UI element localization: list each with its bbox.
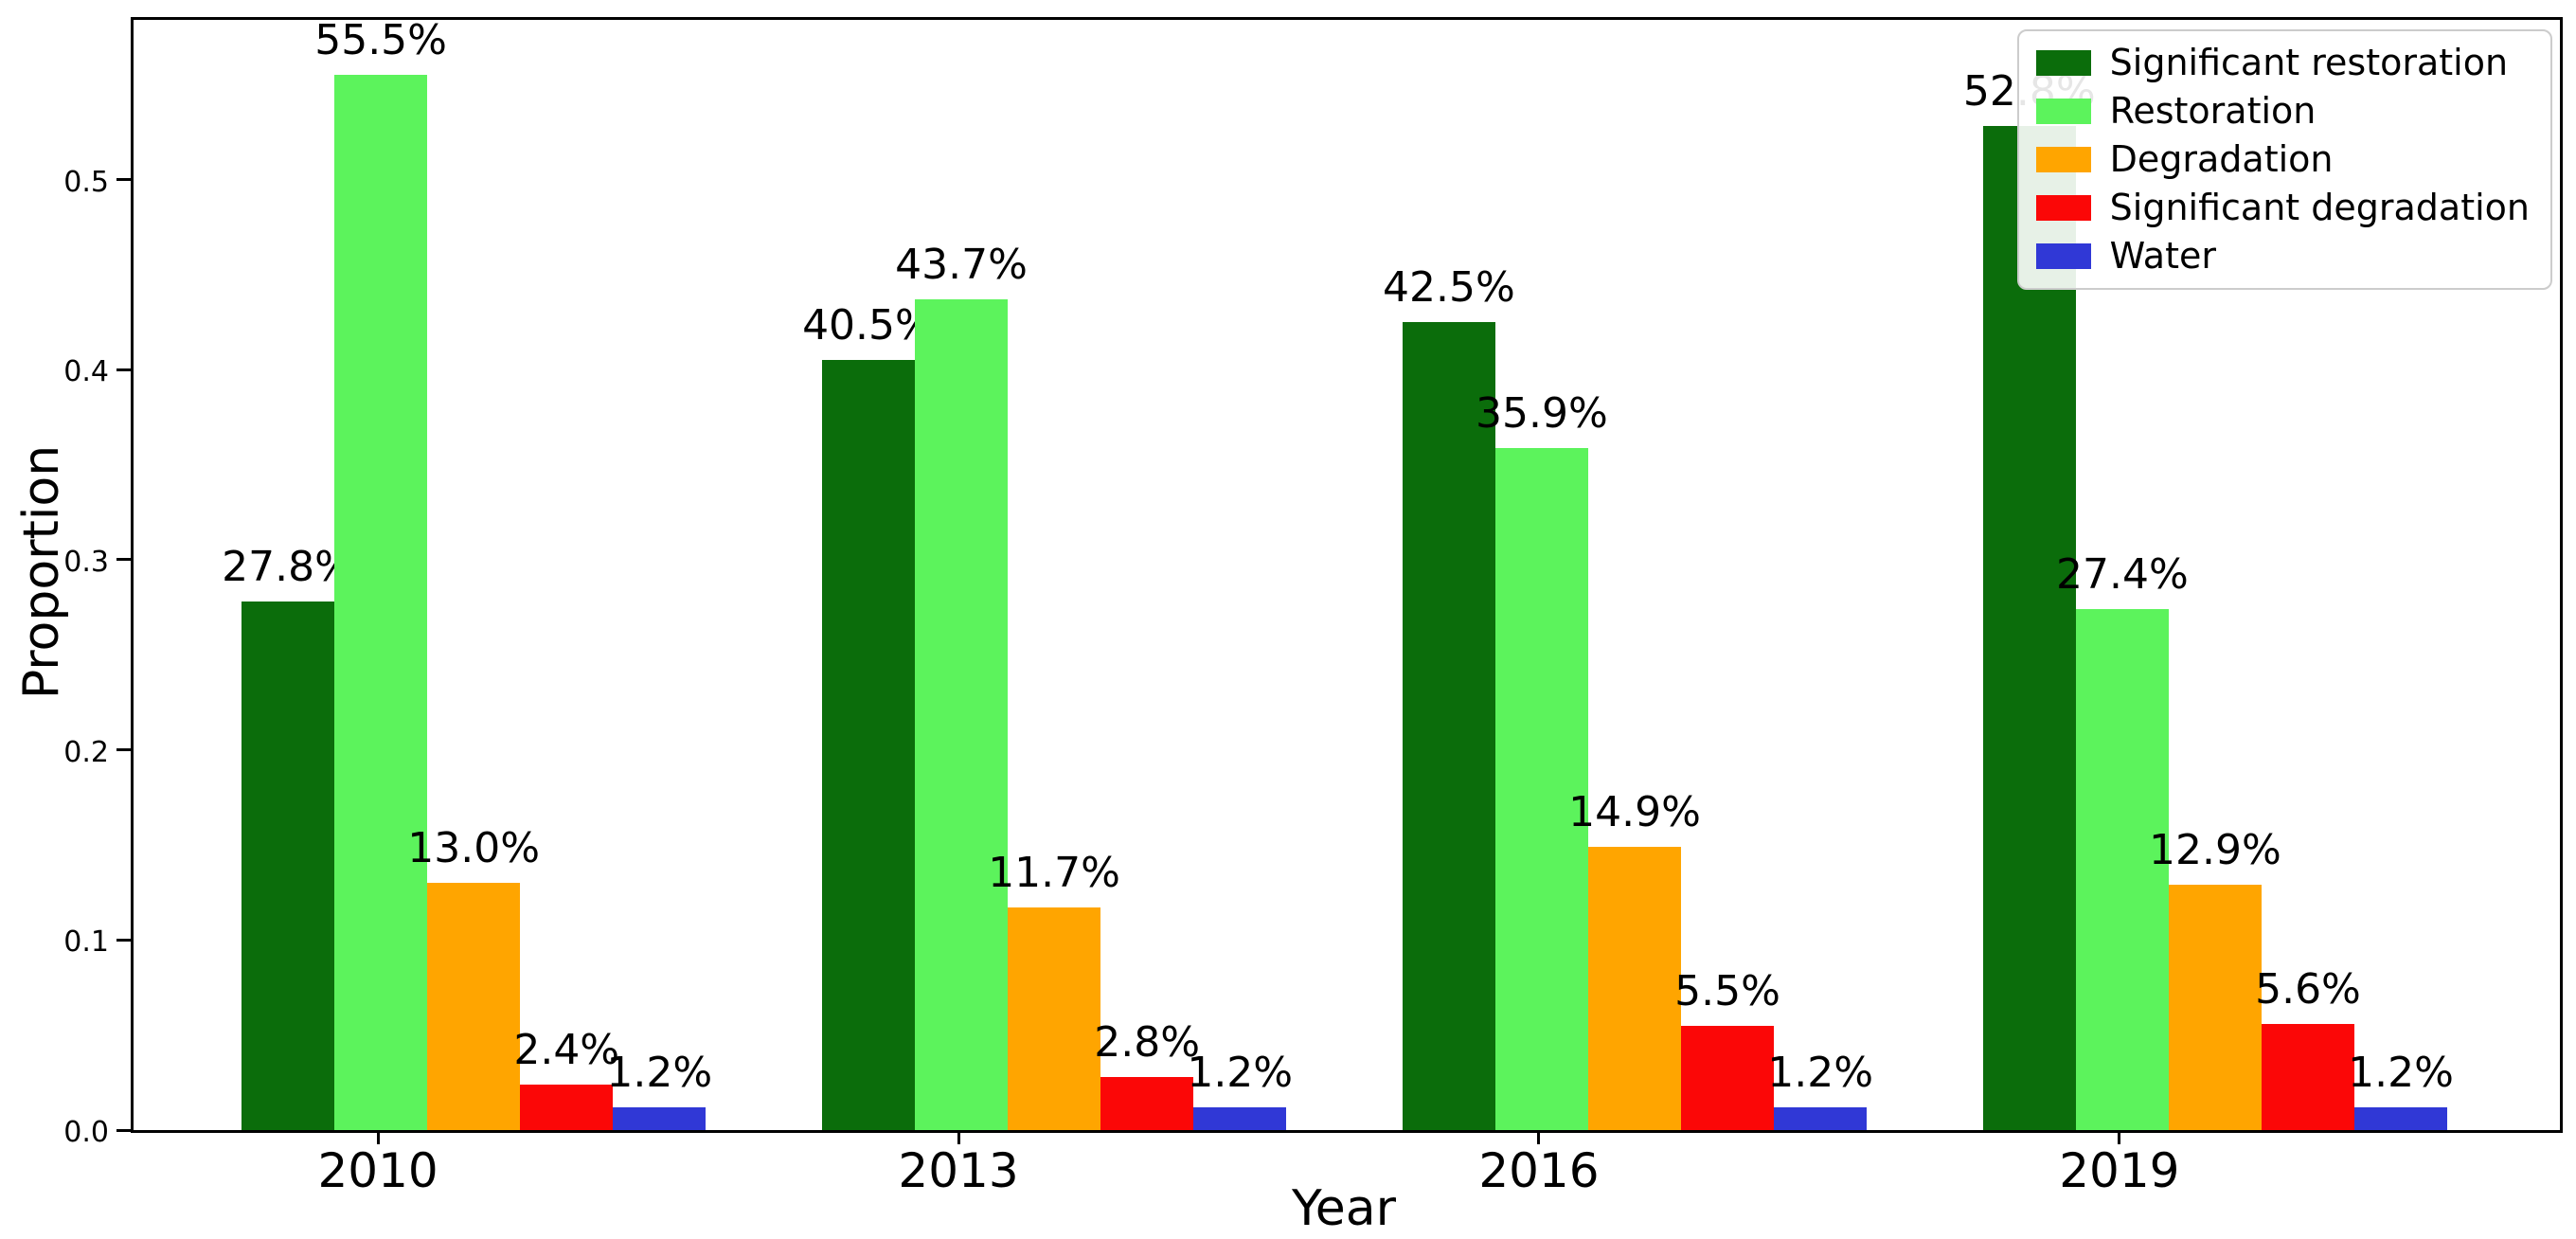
- bar-significant-degradation-2016: [1681, 1025, 1775, 1130]
- value-label-degradation-2010: 13.0%: [407, 824, 541, 873]
- x-tick-label-2013: 2013: [898, 1143, 1019, 1198]
- bar-degradation-2010: [427, 883, 521, 1130]
- value-label-restoration-2016: 35.9%: [1476, 388, 1608, 438]
- y-tick-mark-0.5: [116, 178, 131, 182]
- legend-item-significant-degradation: Significant degradation: [2035, 186, 2530, 228]
- bar-significant-restoration-2019: [1982, 126, 2076, 1130]
- y-tick-mark-0.0: [116, 1128, 131, 1132]
- x-tick-mark-2013: [957, 1130, 960, 1144]
- x-tick-mark-2016: [1537, 1130, 1541, 1144]
- legend: Significant restoration Restoration Degrad…: [2016, 29, 2552, 291]
- value-label-significant-restoration-2013: 40.5%: [802, 301, 935, 350]
- y-tick-label-0.3: 0.3: [63, 545, 109, 579]
- legend-swatch-degradation: [2035, 147, 2091, 173]
- value-label-degradation-2019: 12.9%: [2149, 826, 2281, 875]
- legend-swatch-significant-restoration: [2035, 50, 2091, 77]
- y-tick-mark-0.4: [116, 368, 131, 371]
- y-tick-mark-0.1: [116, 938, 131, 942]
- value-label-significant-degradation-2019: 5.6%: [2255, 964, 2361, 1014]
- x-tick-mark-2010: [376, 1130, 380, 1144]
- legend-label-degradation: Degradation: [2109, 137, 2334, 180]
- legend-swatch-water: [2035, 243, 2091, 269]
- legend-label-water: Water: [2109, 234, 2216, 277]
- bar-significant-degradation-2013: [1100, 1076, 1194, 1130]
- bar-restoration-2016: [1494, 447, 1588, 1130]
- legend-item-significant-restoration: Significant restoration: [2035, 42, 2530, 83]
- bar-restoration-2019: [2075, 609, 2169, 1130]
- value-label-water-2013: 1.2%: [1187, 1048, 1294, 1097]
- bar-restoration-2013: [914, 299, 1009, 1130]
- legend-swatch-significant-degradation: [2035, 195, 2091, 222]
- y-axis-label: Proportion: [13, 444, 70, 700]
- legend-item-water: Water: [2035, 234, 2530, 277]
- value-label-water-2016: 1.2%: [1767, 1048, 1874, 1097]
- value-label-water-2010: 1.2%: [606, 1048, 713, 1097]
- y-tick-label-0.4: 0.4: [63, 355, 109, 389]
- x-tick-label-2010: 2010: [317, 1143, 438, 1198]
- bar-significant-degradation-2019: [2261, 1023, 2355, 1130]
- value-label-water-2019: 1.2%: [2348, 1048, 2454, 1097]
- x-axis-label: Year: [1291, 1180, 1397, 1237]
- y-tick-mark-0.3: [116, 558, 131, 562]
- value-label-degradation-2013: 11.7%: [988, 849, 1120, 898]
- value-label-significant-degradation-2013: 2.8%: [1094, 1017, 1201, 1067]
- bar-degradation-2019: [2168, 885, 2262, 1130]
- x-tick-label-2019: 2019: [2059, 1143, 2180, 1198]
- bar-water-2013: [1193, 1106, 1287, 1130]
- y-tick-label-0.2: 0.2: [63, 735, 109, 769]
- legend-item-restoration: Restoration: [2035, 89, 2530, 132]
- bar-water-2019: [2354, 1106, 2448, 1130]
- value-label-restoration-2013: 43.7%: [895, 241, 1028, 290]
- bar-water-2010: [613, 1106, 707, 1130]
- value-label-significant-restoration-2016: 42.5%: [1382, 263, 1515, 313]
- bar-significant-degradation-2010: [520, 1084, 614, 1130]
- bar-restoration-2010: [334, 75, 428, 1130]
- value-label-significant-degradation-2010: 2.4%: [513, 1025, 620, 1074]
- value-label-degradation-2016: 14.9%: [1568, 787, 1701, 836]
- legend-label-restoration: Restoration: [2109, 89, 2317, 132]
- y-tick-label-0.1: 0.1: [63, 925, 109, 960]
- y-tick-mark-0.2: [116, 748, 131, 752]
- bar-significant-restoration-2016: [1402, 322, 1495, 1130]
- bar-degradation-2013: [1008, 907, 1101, 1130]
- bar-significant-restoration-2013: [821, 360, 915, 1130]
- legend-label-significant-restoration: Significant restoration: [2109, 42, 2509, 83]
- plot-area: 27.8% 55.5% 13.0% 2.4% 1.2% 40.5% 43.7% 11.7% 2.…: [131, 17, 2563, 1133]
- legend-label-significant-degradation: Significant degradation: [2109, 186, 2530, 228]
- x-tick-mark-2019: [2118, 1130, 2121, 1144]
- y-tick-label-0.0: 0.0: [63, 1116, 109, 1149]
- bar-degradation-2016: [1587, 846, 1682, 1130]
- x-tick-label-2016: 2016: [1478, 1143, 1600, 1198]
- y-tick-label-0.5: 0.5: [63, 165, 109, 199]
- value-label-restoration-2019: 27.4%: [2055, 550, 2189, 600]
- bar-significant-restoration-2010: [242, 602, 335, 1130]
- value-label-restoration-2010: 55.5%: [314, 16, 447, 65]
- value-label-significant-degradation-2016: 5.5%: [1674, 966, 1780, 1015]
- value-label-significant-restoration-2010: 27.8%: [222, 543, 354, 592]
- bar-water-2016: [1774, 1106, 1868, 1130]
- legend-swatch-restoration: [2035, 99, 2091, 125]
- legend-item-degradation: Degradation: [2035, 137, 2530, 180]
